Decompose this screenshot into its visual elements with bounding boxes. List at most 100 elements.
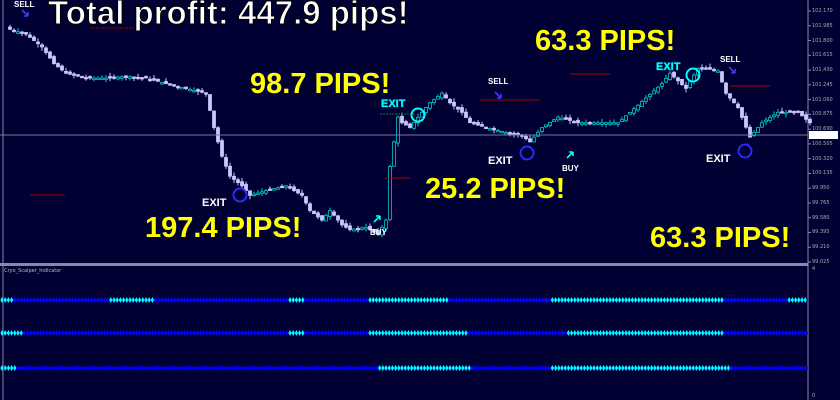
indicator-inactive-dot bbox=[54, 365, 58, 371]
exit-circle-icon bbox=[232, 187, 248, 203]
indicator-inactive-dot bbox=[13, 297, 17, 303]
indicator-inactive-dot bbox=[749, 297, 753, 303]
exit-circle-icon bbox=[737, 143, 753, 159]
indicator-active-dot bbox=[678, 330, 682, 336]
trade-profit-label: 98.7 PIPS! bbox=[250, 68, 391, 100]
indicator-inactive-dot bbox=[256, 365, 260, 371]
candle-body bbox=[688, 81, 692, 88]
indicator-inactive-dot bbox=[269, 365, 273, 371]
indicator-inactive-dot bbox=[112, 365, 116, 371]
candle-body bbox=[544, 124, 548, 128]
indicator-active-dot bbox=[422, 330, 426, 336]
indicator-inactive-dot bbox=[480, 330, 484, 336]
candle-body bbox=[272, 188, 276, 191]
candle-body bbox=[724, 82, 728, 94]
candle-body bbox=[192, 89, 196, 93]
candle-body bbox=[736, 103, 740, 108]
indicator-inactive-dot bbox=[125, 365, 129, 371]
indicator-active-dot bbox=[13, 330, 17, 336]
candle-body bbox=[452, 101, 456, 107]
indicator-inactive-dot bbox=[224, 297, 228, 303]
indicator-active-dot bbox=[397, 297, 401, 303]
indicator-active-dot bbox=[125, 297, 129, 303]
candle-body bbox=[744, 115, 748, 128]
indicator-active-dot bbox=[717, 365, 721, 371]
candle-body bbox=[172, 84, 176, 87]
indicator-inactive-dot bbox=[230, 365, 234, 371]
candle-body bbox=[408, 123, 412, 128]
indicator-active-dot bbox=[666, 330, 670, 336]
indicator-inactive-dot bbox=[298, 365, 302, 371]
candle-body bbox=[480, 124, 484, 127]
indicator-active-dot bbox=[698, 365, 702, 371]
indicator-inactive-dot bbox=[515, 365, 519, 371]
indicator-inactive-dot bbox=[294, 365, 298, 371]
candle-body bbox=[716, 70, 720, 73]
indicator-inactive-dot bbox=[246, 330, 250, 336]
candle-body bbox=[528, 138, 532, 143]
indicator-inactive-dot bbox=[86, 365, 90, 371]
indicator-active-dot bbox=[118, 297, 122, 303]
indicator-inactive-dot bbox=[534, 365, 538, 371]
candle-body bbox=[204, 92, 208, 95]
indicator-inactive-dot bbox=[467, 297, 471, 303]
indicator-inactive-dot bbox=[234, 330, 238, 336]
sell-arrow-icon bbox=[494, 91, 502, 99]
indicator-inactive-dot bbox=[742, 330, 746, 336]
candle-body bbox=[280, 185, 284, 189]
indicator-active-dot bbox=[413, 365, 417, 371]
indicator-active-dot bbox=[717, 297, 721, 303]
indicator-inactive-dot bbox=[534, 297, 538, 303]
indicator-active-dot bbox=[624, 297, 628, 303]
indicator-inactive-dot bbox=[563, 330, 567, 336]
indicator-inactive-dot bbox=[163, 330, 167, 336]
indicator-active-dot bbox=[141, 297, 145, 303]
indicator-inactive-dot bbox=[288, 365, 292, 371]
indicator-active-dot bbox=[621, 365, 625, 371]
candle-body bbox=[732, 98, 736, 104]
candle-body bbox=[36, 41, 40, 45]
indicator-active-dot bbox=[464, 330, 468, 336]
indicator-inactive-dot bbox=[774, 297, 778, 303]
indicator-inactive-dot bbox=[227, 330, 231, 336]
indicator-inactive-dot bbox=[285, 297, 289, 303]
candle-body bbox=[12, 29, 16, 33]
indicator-inactive-dot bbox=[768, 297, 772, 303]
indicator-active-dot bbox=[435, 330, 439, 336]
price-tick-label: 101.615 bbox=[812, 52, 833, 59]
indicator-active-dot bbox=[291, 297, 295, 303]
candle-body bbox=[412, 122, 416, 129]
indicator-inactive-dot bbox=[256, 297, 260, 303]
indicator-active-dot bbox=[438, 365, 442, 371]
candle-body bbox=[376, 230, 380, 235]
candle-body bbox=[112, 76, 116, 79]
candle-body bbox=[304, 196, 308, 204]
indicator-inactive-dot bbox=[250, 330, 254, 336]
trade-profit-label: 197.4 PIPS! bbox=[145, 212, 302, 244]
indicator-active-dot bbox=[611, 297, 615, 303]
candle-body bbox=[596, 122, 600, 125]
indicator-active-dot bbox=[618, 330, 622, 336]
candle-body bbox=[160, 82, 164, 85]
indicator-inactive-dot bbox=[67, 365, 71, 371]
indicator-active-dot bbox=[685, 330, 689, 336]
indicator-active-dot bbox=[678, 365, 682, 371]
indicator-inactive-dot bbox=[790, 330, 794, 336]
indicator-active-dot bbox=[614, 330, 618, 336]
indicator-inactive-dot bbox=[246, 297, 250, 303]
indicator-active-dot bbox=[595, 365, 599, 371]
indicator-active-dot bbox=[710, 365, 714, 371]
indicator-inactive-dot bbox=[19, 365, 23, 371]
candle-body bbox=[96, 77, 100, 80]
indicator-inactive-dot bbox=[326, 297, 330, 303]
indicator-inactive-dot bbox=[742, 297, 746, 303]
indicator-active-dot bbox=[714, 365, 718, 371]
indicator-active-dot bbox=[438, 297, 442, 303]
indicator-active-dot bbox=[602, 330, 606, 336]
indicator-active-dot bbox=[726, 365, 730, 371]
indicator-inactive-dot bbox=[352, 297, 356, 303]
candle-body bbox=[648, 94, 652, 97]
indicator-active-dot bbox=[579, 365, 583, 371]
indicator-inactive-dot bbox=[736, 330, 740, 336]
